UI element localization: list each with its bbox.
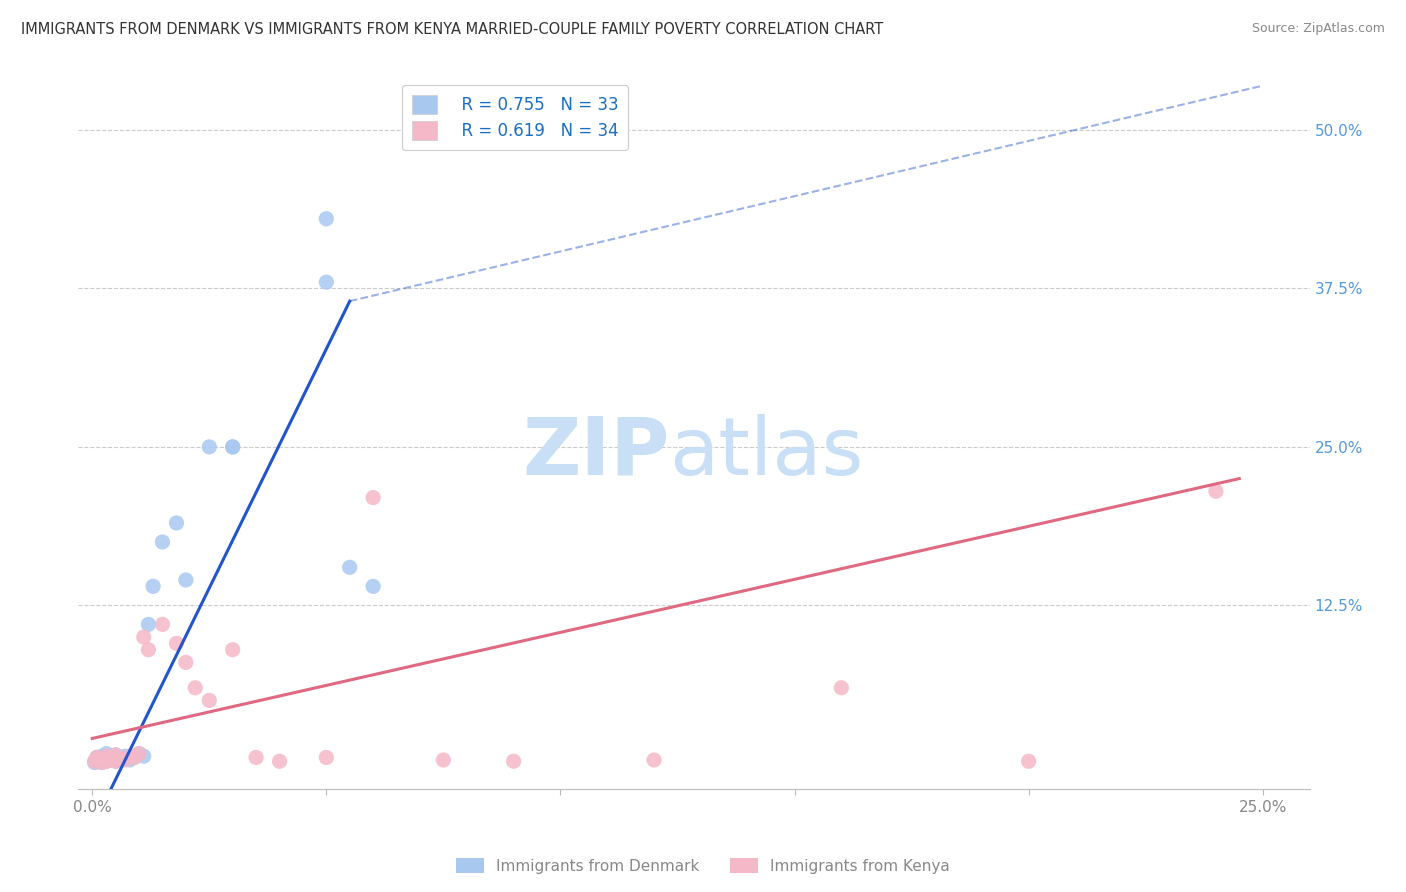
Point — [221, 642, 243, 657]
Point — [152, 617, 174, 632]
Point — [83, 754, 105, 768]
Point — [142, 579, 165, 593]
Point — [100, 750, 122, 764]
Point — [86, 753, 108, 767]
Point — [184, 681, 207, 695]
Point — [86, 750, 108, 764]
Point — [90, 752, 112, 766]
Point — [124, 750, 146, 764]
Point — [361, 579, 384, 593]
Point — [110, 752, 132, 766]
Point — [174, 573, 197, 587]
Point — [104, 754, 127, 768]
Point — [221, 440, 243, 454]
Point — [96, 754, 118, 768]
Point — [502, 754, 524, 768]
Point — [245, 750, 267, 764]
Point — [132, 630, 155, 644]
Point — [269, 754, 291, 768]
Point — [1205, 484, 1227, 499]
Point — [128, 747, 150, 761]
Point — [315, 275, 337, 289]
Point — [86, 753, 108, 767]
Point — [138, 642, 160, 657]
Point — [104, 747, 127, 762]
Legend: Immigrants from Denmark, Immigrants from Kenya: Immigrants from Denmark, Immigrants from… — [450, 852, 956, 880]
Point — [432, 753, 454, 767]
Text: atlas: atlas — [669, 414, 863, 491]
Point — [174, 656, 197, 670]
Point — [118, 749, 141, 764]
Text: IMMIGRANTS FROM DENMARK VS IMMIGRANTS FROM KENYA MARRIED-COUPLE FAMILY POVERTY C: IMMIGRANTS FROM DENMARK VS IMMIGRANTS FR… — [21, 22, 883, 37]
Point — [86, 750, 108, 764]
Point — [221, 440, 243, 454]
Point — [104, 754, 127, 768]
Point — [89, 754, 111, 768]
Point — [1018, 754, 1040, 768]
Point — [90, 756, 112, 770]
Point — [100, 750, 122, 764]
Point — [132, 749, 155, 764]
Point — [110, 753, 132, 767]
Point — [315, 211, 337, 226]
Point — [90, 752, 112, 766]
Point — [110, 750, 132, 764]
Text: Source: ZipAtlas.com: Source: ZipAtlas.com — [1251, 22, 1385, 36]
Point — [152, 535, 174, 549]
Point — [83, 756, 105, 770]
Point — [128, 747, 150, 761]
Text: ZIP: ZIP — [522, 414, 669, 491]
Point — [114, 749, 136, 764]
Point — [138, 617, 160, 632]
Point — [118, 753, 141, 767]
Point — [96, 749, 118, 764]
Point — [198, 693, 221, 707]
Point — [90, 749, 112, 764]
Point — [114, 752, 136, 766]
Point — [100, 753, 122, 767]
Point — [166, 636, 188, 650]
Point — [198, 440, 221, 454]
Legend:   R = 0.755   N = 33,   R = 0.619   N = 34: R = 0.755 N = 33, R = 0.619 N = 34 — [402, 85, 628, 150]
Point — [361, 491, 384, 505]
Point — [124, 750, 146, 764]
Point — [643, 753, 665, 767]
Point — [339, 560, 361, 574]
Point — [96, 754, 118, 768]
Point — [166, 516, 188, 530]
Point — [96, 747, 118, 761]
Point — [104, 747, 127, 762]
Point — [830, 681, 852, 695]
Point — [90, 756, 112, 770]
Point — [315, 750, 337, 764]
Point — [100, 753, 122, 767]
Point — [114, 753, 136, 767]
